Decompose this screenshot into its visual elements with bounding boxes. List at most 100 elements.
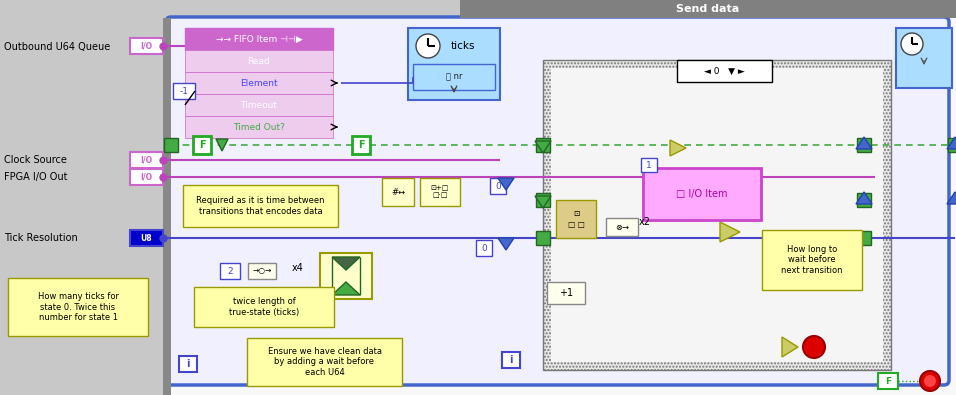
- Bar: [193, 136, 211, 154]
- Bar: [762, 230, 862, 290]
- Bar: [476, 240, 492, 256]
- Text: x4: x4: [293, 263, 304, 273]
- Text: 1: 1: [646, 160, 652, 169]
- Bar: [163, 18, 171, 395]
- Circle shape: [803, 336, 825, 358]
- Text: →→ FIFO Item ⊣⊣▶: →→ FIFO Item ⊣⊣▶: [216, 34, 302, 43]
- Polygon shape: [535, 196, 551, 208]
- Text: i: i: [510, 355, 512, 365]
- Bar: [547, 282, 585, 304]
- Text: How many ticks for
state 0. Twice this
number for state 1: How many ticks for state 0. Twice this n…: [37, 292, 119, 322]
- Text: I/O: I/O: [140, 156, 152, 164]
- Text: +1: +1: [559, 288, 573, 298]
- Bar: [168, 18, 956, 395]
- Text: Element: Element: [240, 79, 278, 88]
- Text: Timed Out?: Timed Out?: [233, 122, 285, 132]
- Bar: [543, 60, 891, 370]
- Text: F: F: [199, 140, 206, 150]
- Bar: [420, 178, 460, 206]
- Bar: [643, 168, 761, 220]
- Bar: [857, 231, 871, 245]
- Bar: [551, 68, 883, 362]
- Bar: [948, 138, 956, 152]
- Bar: [185, 116, 333, 138]
- Polygon shape: [947, 137, 956, 149]
- Polygon shape: [720, 222, 740, 242]
- Bar: [606, 218, 638, 236]
- Text: How long to
wait before
next transition: How long to wait before next transition: [781, 245, 843, 275]
- Bar: [130, 230, 163, 246]
- Text: 0: 0: [481, 243, 487, 252]
- Polygon shape: [498, 238, 514, 250]
- Polygon shape: [498, 178, 514, 190]
- Text: twice length of
true-state (ticks): twice length of true-state (ticks): [228, 297, 299, 317]
- Polygon shape: [947, 192, 956, 204]
- Bar: [536, 138, 550, 152]
- Text: ⏲ nr: ⏲ nr: [446, 73, 463, 81]
- Bar: [179, 356, 197, 372]
- Bar: [857, 138, 871, 152]
- Bar: [185, 50, 333, 72]
- Bar: [857, 193, 871, 207]
- FancyBboxPatch shape: [166, 17, 949, 385]
- Bar: [320, 253, 372, 299]
- Text: i: i: [186, 359, 189, 369]
- Text: ◄ 0   ▼ ►: ◄ 0 ▼ ►: [704, 66, 745, 75]
- Bar: [677, 60, 772, 82]
- Bar: [220, 263, 240, 279]
- Bar: [164, 138, 178, 152]
- Text: ticks: ticks: [450, 41, 475, 51]
- Polygon shape: [216, 139, 228, 151]
- Bar: [352, 136, 370, 154]
- Bar: [536, 193, 550, 207]
- Bar: [183, 185, 338, 227]
- Bar: [382, 178, 414, 206]
- Text: #↔: #↔: [391, 188, 405, 196]
- Text: Tick Resolution: Tick Resolution: [4, 233, 77, 243]
- Circle shape: [901, 33, 923, 55]
- Bar: [460, 0, 956, 18]
- Bar: [878, 373, 898, 389]
- Bar: [130, 38, 163, 54]
- Polygon shape: [782, 337, 798, 357]
- Bar: [490, 178, 506, 194]
- Polygon shape: [670, 140, 686, 156]
- Text: Clock Source: Clock Source: [4, 155, 67, 165]
- Bar: [185, 28, 333, 50]
- Bar: [173, 83, 195, 99]
- Bar: [247, 338, 402, 386]
- Bar: [502, 352, 520, 368]
- Text: →○→: →○→: [252, 267, 272, 275]
- Bar: [0, 0, 168, 395]
- Bar: [185, 72, 333, 94]
- Polygon shape: [535, 141, 551, 153]
- Circle shape: [920, 371, 940, 391]
- Text: Ensure we have clean data
by adding a wait before
each U64: Ensure we have clean data by adding a wa…: [268, 347, 381, 377]
- Text: I/O: I/O: [140, 41, 152, 51]
- Bar: [641, 158, 657, 172]
- Text: ⊗→: ⊗→: [615, 222, 629, 231]
- Text: -1: -1: [180, 87, 188, 96]
- Text: U8: U8: [141, 233, 152, 243]
- Text: Read: Read: [248, 56, 271, 66]
- Bar: [408, 28, 500, 100]
- Text: □ I/O Item: □ I/O Item: [676, 189, 728, 199]
- Text: Required as it is time between
transitions that encodes data: Required as it is time between transitio…: [196, 196, 325, 216]
- Polygon shape: [332, 282, 360, 295]
- Bar: [130, 169, 163, 185]
- Bar: [194, 287, 334, 327]
- Text: Outbound U64 Queue: Outbound U64 Queue: [4, 42, 110, 52]
- Bar: [413, 64, 495, 90]
- Polygon shape: [332, 257, 360, 270]
- Text: F: F: [358, 140, 364, 150]
- Text: I/O: I/O: [140, 173, 152, 181]
- Text: Timeout: Timeout: [241, 100, 277, 109]
- Circle shape: [924, 375, 936, 387]
- Polygon shape: [856, 137, 872, 149]
- Polygon shape: [856, 192, 872, 204]
- Text: F: F: [885, 376, 891, 386]
- Text: 2: 2: [228, 267, 233, 275]
- Bar: [896, 28, 952, 88]
- Text: Send data: Send data: [677, 4, 740, 14]
- Text: x2: x2: [639, 217, 651, 227]
